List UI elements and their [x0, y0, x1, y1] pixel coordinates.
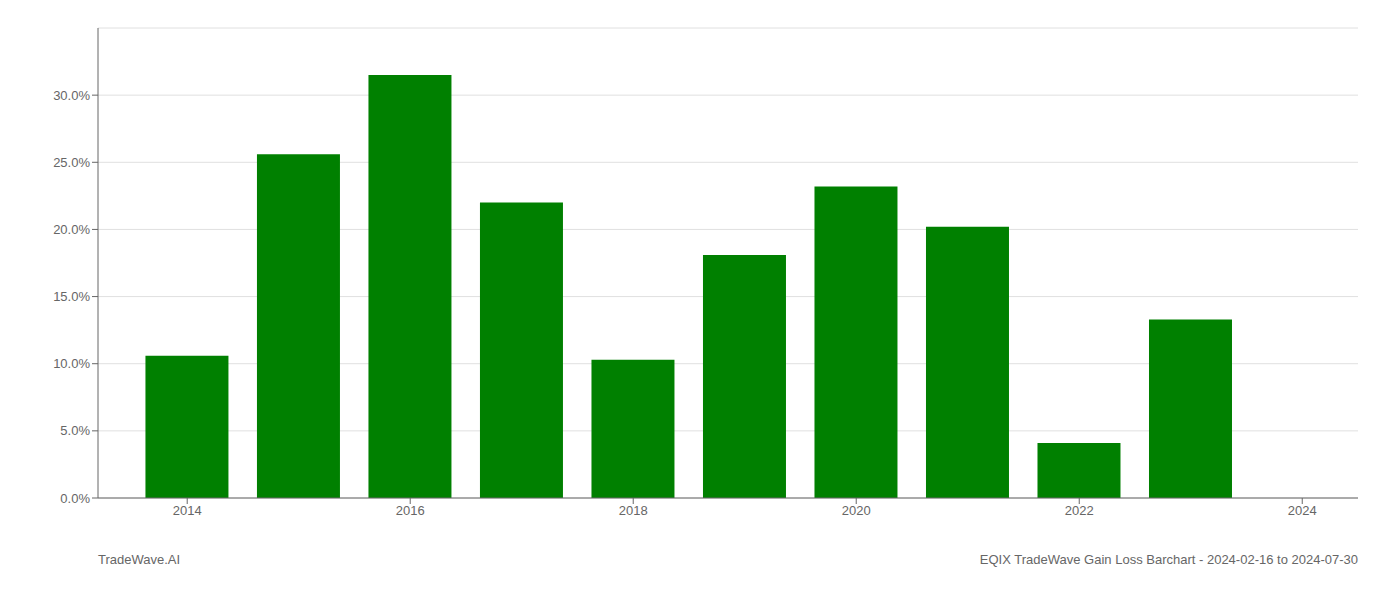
svg-text:30.0%: 30.0%: [53, 88, 90, 103]
svg-text:2016: 2016: [396, 503, 425, 518]
svg-text:25.0%: 25.0%: [53, 155, 90, 170]
svg-text:2014: 2014: [173, 503, 202, 518]
html-text:TradeWave.AI: TradeWave.AI: [98, 552, 181, 567]
svg-text:20.0%: 20.0%: [53, 222, 90, 237]
svg-text:0.0%: 0.0%: [60, 491, 90, 506]
svg-text:5.0%: 5.0%: [60, 423, 90, 438]
svg-text:10.0%: 10.0%: [53, 356, 90, 371]
svg-text:2024: 2024: [1288, 503, 1317, 518]
svg-text:2020: 2020: [842, 503, 871, 518]
svg-text:15.0%: 15.0%: [53, 289, 90, 304]
svg-text:2018: 2018: [619, 503, 648, 518]
html-text:EQIX TradeWave Gain Loss Barch: EQIX TradeWave Gain Loss Barchart - 2024…: [979, 552, 1358, 567]
svg-text:2022: 2022: [1065, 503, 1094, 518]
